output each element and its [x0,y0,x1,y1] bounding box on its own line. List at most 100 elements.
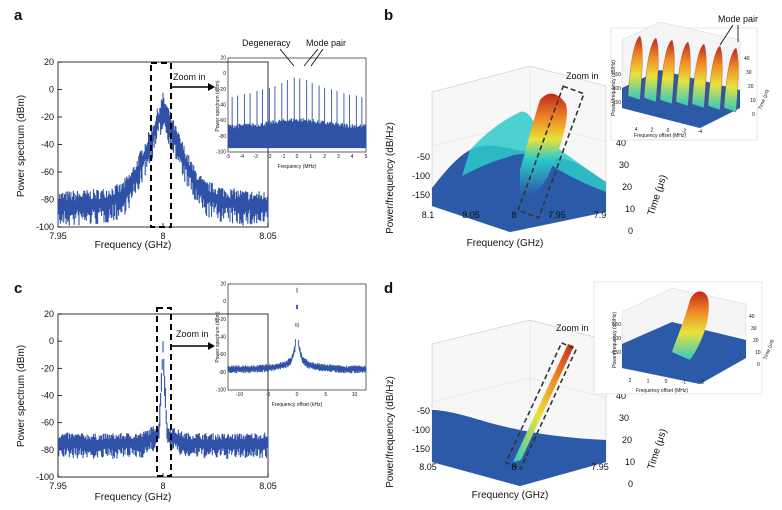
t-tick-label: 10 [625,204,635,214]
ridge-d [513,344,574,462]
inset-y-tick-label: 20 [220,282,226,288]
y-tick-label: -40 [41,391,54,401]
inset-ridge-b [659,39,675,105]
inset-x-tick-label: 4 [351,154,354,160]
axes-d: -50 -100 -150 8.05 8 7.95 40 30 20 10 0 [412,391,635,489]
inset-x-tick-label: 1 [309,154,312,160]
x-tick-label: 7.95 [548,210,566,220]
t-tick-label: 0 [628,226,633,236]
inset-x-label-d: Frequency offset (MHz) [636,388,688,394]
x-tick-label: 8 [160,481,165,491]
x-tick-label: 8.05 [462,210,480,220]
inset-x-label-a: Frequency (MHz) [278,164,317,170]
y-tick-label: 0 [49,85,54,95]
inset-ridge-b [643,37,659,103]
inset-t-tick-label: 0 [757,362,760,368]
inset-trace-line [227,287,367,374]
mode-pair-pointer-right [310,48,324,67]
inset-t-label-b: Time (μs) [758,88,771,110]
z-tick-label: -50 [417,406,430,416]
inset-y-tick-label: -80 [219,134,226,140]
zoom-box-c [156,307,172,477]
y-ticks-c: 20 0 -20 -40 -60 -80 -100 [36,309,62,482]
t-label-d: Time (μs) [646,428,669,471]
inset-z-tick-label: -100 [611,86,621,92]
x-tick-label: 7.95 [591,462,609,472]
x-tick-label: 8.05 [419,462,437,472]
z-tick-label: -150 [412,444,430,454]
y-tick-label: -20 [41,112,54,122]
inset-y-ticks-a: 20 0 -20 -40 -60 -80 -100 [216,56,226,156]
z-tick-label: -100 [412,171,430,181]
panel-label-c: c [14,280,22,297]
inset-peak-d [672,291,709,360]
zoom-arrowhead-a [208,83,215,91]
x-label-d: Frequency (GHz) [472,490,549,501]
z-tick-label: -50 [417,152,430,162]
y-tick-label: -20 [41,363,54,373]
inset-noise [227,118,367,149]
y-ticks-a: 20 0 -20 -40 -60 -80 -100 [36,57,62,232]
inset-ridge-b [675,41,691,107]
inset-x-tick-label: 0 [296,392,299,398]
inset-t-tick-label: 30 [751,326,757,332]
inset-x-tick-label: 10 [352,392,358,398]
surface-d [432,410,606,486]
inset-ridge-b [691,43,707,109]
t-tick-label: 20 [622,182,632,192]
inset-frame-a [227,57,367,153]
inset-x-tick-label: -4 [698,129,703,135]
spectrum-line [57,92,269,227]
inset-z-tick-label: -50 [614,322,621,328]
inset-c: 20 0 -20 -40 -60 -80 -100 -10 -5 0 5 10 Frequency … [215,282,367,408]
panel-label-d: d [384,280,393,297]
inset-z-tick-label: -150 [611,350,621,356]
inset-x-tick-label: -10 [236,392,243,398]
y-tick-label: -60 [41,167,54,177]
inset-x-tick-label: 1 [647,379,650,385]
mode-pair-label-a: Mode pair [306,38,346,48]
inset-x-label-b: Frequency offset (MHz) [634,133,686,139]
inset-x-tick-label: -2 [700,380,705,386]
inset-y-label-d: Power/frequency (dB/Hz) [612,312,618,368]
inset-x-tick-label: 2 [651,128,654,134]
inset-t-tick-label: 0 [752,112,755,118]
inset-x-tick-label: -1 [281,154,286,160]
inset-x-tick-label: 0 [296,154,299,160]
t-tick-label: 30 [619,160,629,170]
zoom-arrowhead-c [208,342,215,350]
inset-x-tick-label: -2 [267,154,272,160]
inset-t-tick-label: 10 [750,98,756,104]
inset-x-tick-label: 5 [324,392,327,398]
z-tick-label: -150 [412,190,430,200]
inset-y-label-c: Power spectrum (dBm) [215,311,221,362]
panel-a: a 200-20-40-60-80-100 7.95 8 8.05 Frequenc… [14,7,368,251]
y-tick-label: -40 [41,140,54,150]
y-tick-label: 20 [44,57,54,67]
inset-x-tick-label: 2 [323,154,326,160]
t-tick-label: 10 [625,457,635,467]
inset-y-ticks-c: 20 0 -20 -40 -60 -80 -100 [216,282,226,394]
inset-a: 20 0 -20 -40 -60 -80 -100 -5 -4 -3 -2 -1 0 1 2 3 4 5 Fre… [215,38,368,170]
t-tick-label: 40 [616,391,626,401]
ridge-b [520,93,567,196]
x-tick-label: 7.95 [49,481,67,491]
inset-y-tick-label: 0 [223,71,226,77]
inset-y-tick-label: 0 [223,299,226,305]
inset-t-tick-label: 10 [755,350,761,356]
y-label-d: Power/frequency (dB/Hz) [385,376,396,488]
inset-x-tick-label: -4 [240,154,245,160]
inset-t-tick-label: 40 [749,314,755,320]
y-tick-label: -60 [41,418,54,428]
inset-x-ticks-c: -10 -5 0 5 10 [236,392,358,398]
inset-y-tick-label: -20 [219,87,226,93]
inset-x-tick-label: 0 [667,128,670,134]
mode-pair-pointer-left [303,48,319,67]
inset-x-ticks-a: -5 -4 -3 -2 -1 0 1 2 3 4 5 [226,154,368,160]
degeneracy-pointer [279,48,295,67]
inset-y-tick-label: -40 [219,335,226,341]
inset-y-label-b: Power/frequency (dB/Hz) [611,60,617,116]
inset-z-tick-label: -50 [614,72,621,78]
